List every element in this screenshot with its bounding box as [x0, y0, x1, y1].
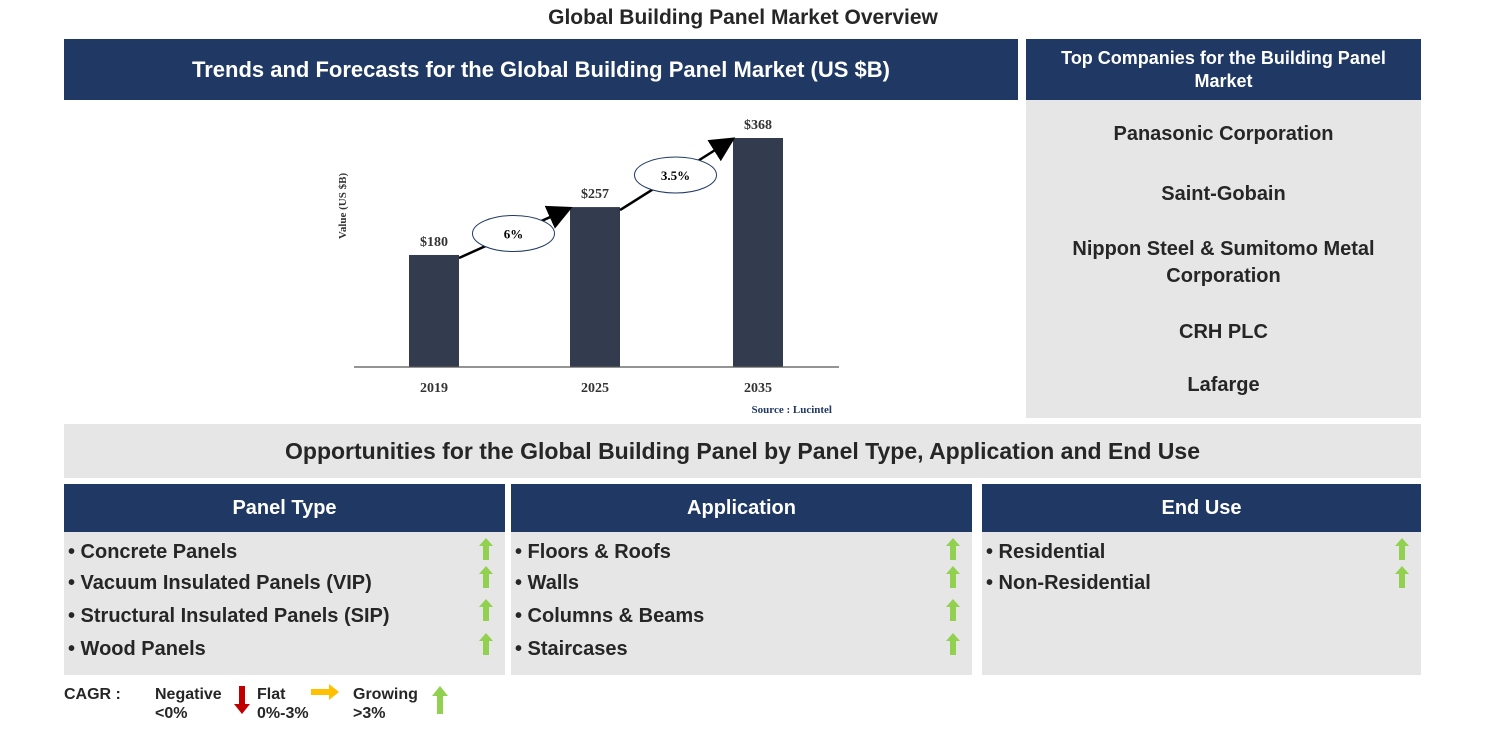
list-item: • Non-Residential [986, 572, 1151, 594]
x-tick-label: 2019 [420, 381, 448, 396]
companies-list: Panasonic Corporation Saint-Gobain Nippo… [1026, 100, 1421, 418]
data-label: $180 [420, 235, 448, 250]
bar [733, 138, 783, 367]
up-arrow-icon [1395, 538, 1409, 560]
up-arrow-icon [946, 599, 960, 621]
legend-growing-name: Growing [353, 686, 418, 703]
list-item: • Floors & Roofs [515, 541, 671, 563]
up-arrow-icon [946, 633, 960, 655]
list-item: • Structural Insulated Panels (SIP) [68, 605, 390, 627]
list-item: • Concrete Panels [68, 541, 238, 563]
legend-negative-name: Negative [155, 686, 222, 703]
list-item: • Columns & Beams [515, 605, 705, 627]
segment-header-panel-type: Panel Type [64, 484, 505, 532]
source-note: Source : Lucintel [752, 404, 832, 416]
page-title: Global Building Panel Market Overview [548, 6, 938, 29]
legend-growing-range: >3% [353, 705, 386, 722]
cagr-label: 6% [504, 227, 524, 242]
up-arrow-icon [479, 538, 493, 560]
segment-application: • Floors & Roofs • Walls • Columns & Bea… [511, 532, 972, 675]
list-item: • Vacuum Insulated Panels (VIP) [68, 572, 372, 594]
cagr-label: CAGR : [64, 686, 121, 703]
y-axis-label: Value (US $B) [337, 173, 349, 240]
segment-header-end-use: End Use [982, 484, 1421, 532]
legend-negative: Negative <0% [155, 685, 222, 723]
list-item: • Residential [986, 541, 1106, 563]
legend-flat: Flat 0%-3% [257, 685, 309, 723]
up-arrow-icon [479, 599, 493, 621]
down-arrow-icon [234, 686, 250, 714]
up-arrow-icon [946, 566, 960, 588]
up-arrow-icon [479, 566, 493, 588]
right-arrow-icon [311, 684, 339, 700]
segment-header-application: Application [511, 484, 972, 532]
cagr-bubble [634, 156, 717, 194]
company-item: CRH PLC [1179, 321, 1268, 343]
companies-header: Top Companies for the Building Panel Mar… [1026, 39, 1421, 100]
legend-flat-range: 0%-3% [257, 705, 309, 722]
data-label: $368 [744, 118, 772, 133]
bar [409, 254, 459, 367]
up-arrow-icon [946, 538, 960, 560]
bar-chart: Value (US $B) $180 2019 $257 2025 $368 2035 6% 3… [337, 118, 839, 416]
legend-negative-range: <0% [155, 705, 188, 722]
x-tick-label: 2025 [581, 381, 609, 396]
cagr-label: 3.5% [661, 168, 690, 183]
company-item: Nippon Steel & Sumitomo Metal Corporatio… [1072, 238, 1375, 287]
list-item: • Walls [515, 572, 580, 594]
list-item: • Staircases [515, 638, 628, 660]
up-arrow-icon [479, 633, 493, 655]
opportunities-header: Opportunities for the Global Building Pa… [64, 424, 1421, 478]
legend-growing: Growing >3% [353, 685, 418, 723]
list-item: • Wood Panels [68, 638, 206, 660]
data-label: $257 [581, 187, 609, 202]
company-item: Lafarge [1187, 374, 1260, 396]
up-arrow-icon [432, 686, 448, 714]
up-arrow-icon [1395, 566, 1409, 588]
legend-flat-name: Flat [257, 686, 286, 703]
trend-header: Trends and Forecasts for the Global Buil… [64, 39, 1018, 100]
bar [570, 207, 620, 367]
segment-panel-type: • Concrete Panels • Vacuum Insulated Pan… [64, 532, 505, 675]
cagr-bubble [472, 215, 555, 253]
company-item: Saint-Gobain [1161, 183, 1286, 205]
company-item: Panasonic Corporation [1113, 123, 1334, 145]
x-tick-label: 2035 [744, 381, 772, 396]
segment-end-use: • Residential • Non-Residential [982, 532, 1421, 675]
